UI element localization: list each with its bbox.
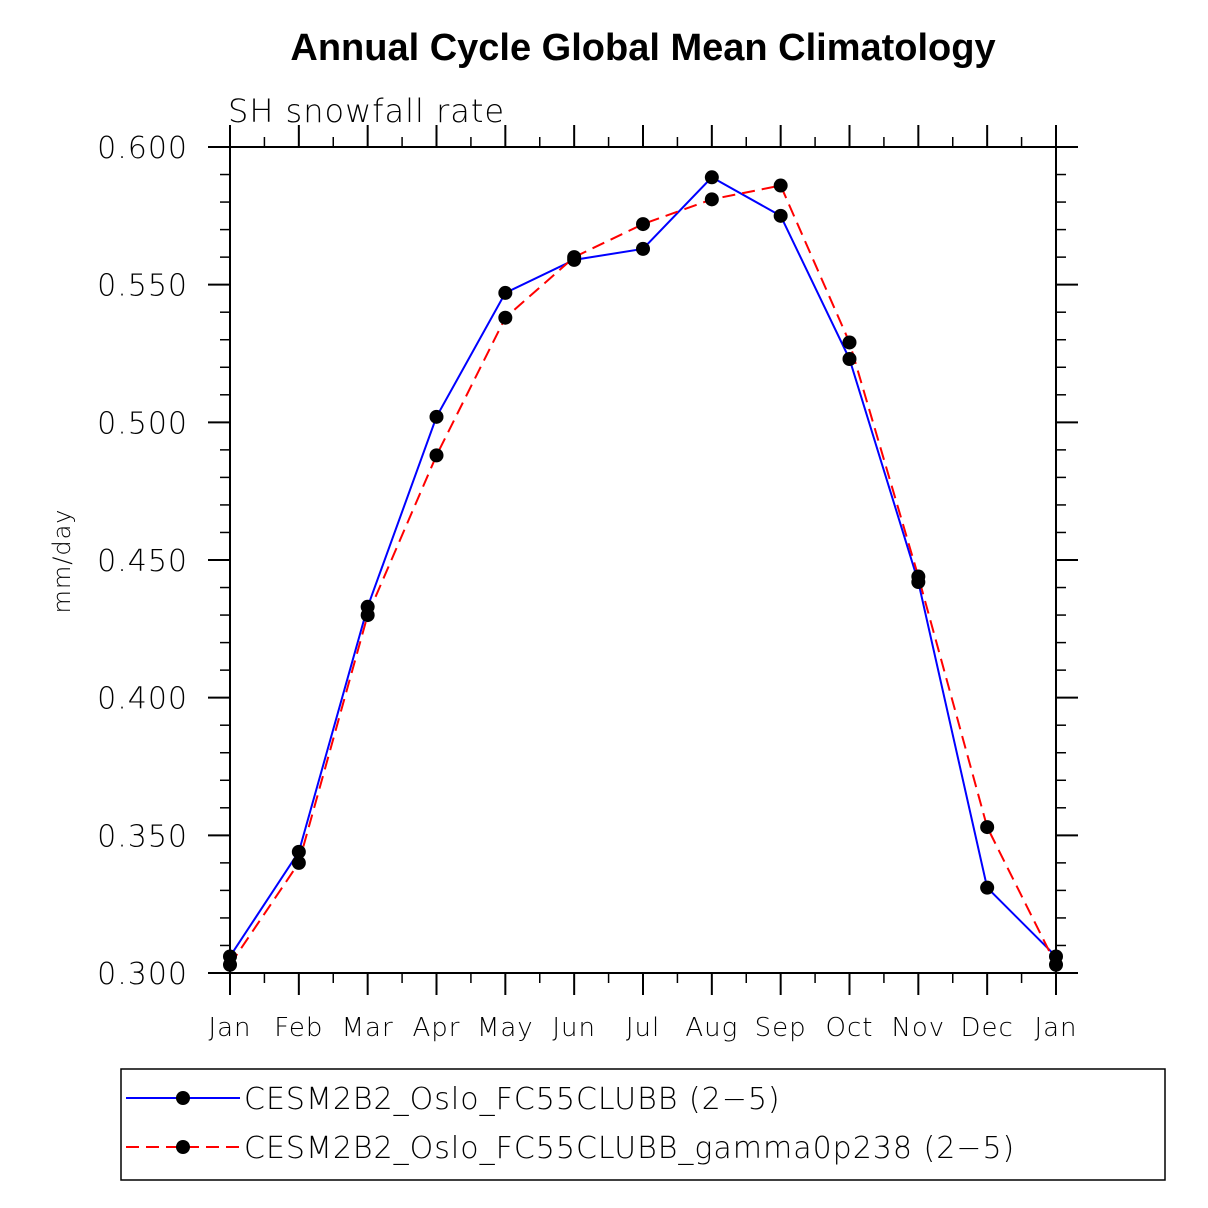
legend-box [120,1068,1166,1181]
x-tick-label: Sep [755,1013,807,1043]
x-tick-label: Oct [826,1013,874,1043]
legend-label-1: CESM2B2_Oslo_FC55CLUBB (2−5) [244,1082,781,1117]
series-2-point [360,608,375,623]
series-2-point [704,192,719,207]
x-tick-label: Jun [552,1013,596,1043]
series-1-point [636,241,650,256]
series-2-point [636,217,650,232]
plot-frame [229,146,1057,974]
x-tick-label: Apr [413,1013,461,1043]
chart-title: Annual Cycle Global Mean Climatology [290,27,995,69]
series-1-point [291,844,306,859]
legend-label-2: CESM2B2_Oslo_FC55CLUBB_gamma0p238 (2−5) [244,1131,1015,1166]
y-tick-label: 0.300 [97,957,188,992]
series-line-2 [229,184,1057,966]
series-2-point [498,310,513,325]
series-1-point [980,880,995,895]
x-tick-label: Mar [342,1013,394,1043]
x-tick-label: Jan [1034,1013,1077,1043]
series-2-point [1049,957,1063,972]
series-2-point [911,569,926,584]
series-2-point [429,448,444,463]
x-tick-label: Aug [685,1013,738,1043]
legend-marker-2 [176,1140,190,1154]
y-axis-label: mm/day [48,509,76,614]
x-tick-label: Jan [208,1013,251,1043]
y-tick-label: 0.450 [97,544,188,579]
y-tick-label: 0.600 [97,131,188,166]
series-1-point [704,170,719,185]
series-2-point [842,335,857,350]
series-2-point [223,957,237,972]
series-group [223,170,1063,972]
series-1-point [842,352,857,367]
x-tick-label: Feb [274,1013,323,1043]
x-tick-label: Nov [891,1013,945,1043]
series-1-point [773,208,788,223]
y-tick-label: 0.400 [97,682,188,717]
legend: CESM2B2_Oslo_FC55CLUBB (2−5) CESM2B2_Oslo… [120,1068,1166,1181]
y-tick-label: 0.350 [97,819,188,854]
legend-marker-1 [176,1091,190,1105]
series-line-1 [229,176,1057,958]
x-tick-label: May [477,1013,534,1043]
axes-group: Jan Feb Mar Apr May Jun Jul Aug Sep Oct Nov Dec Jan 0… [97,125,1078,1043]
series-2-point [773,178,788,193]
series-2-point [291,855,306,870]
y-tick-label: 0.500 [97,406,188,441]
series-1-point [429,409,444,424]
series-1-point [498,285,513,300]
y-tick-label: 0.550 [97,269,188,304]
series-2-point [567,250,582,265]
chart-subtitle: SH snowfall rate [228,92,505,130]
series-2-point [980,820,995,835]
x-tick-label: Jul [626,1013,660,1043]
x-tick-label: Dec [961,1013,1014,1043]
